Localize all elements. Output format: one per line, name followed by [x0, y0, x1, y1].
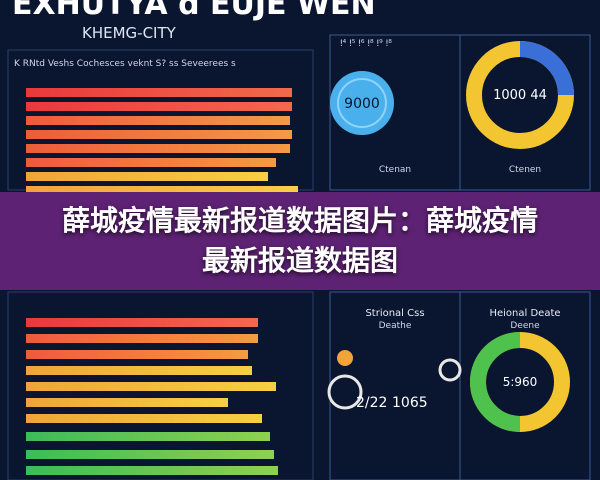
upper-bars — [26, 88, 298, 192]
lower-sub: Deathe — [379, 321, 412, 331]
donut-segment — [469, 332, 521, 432]
panel-heading: ǃ⁴ ǃ⁵ ǃ⁶ ǃ⁸ ǃ⁹ ǃ⁸ — [340, 39, 392, 49]
gauge-prefix: 2/22 — [356, 395, 387, 411]
donut-value: 1000 44 — [493, 88, 547, 103]
bubble-value: 9000 — [344, 96, 380, 112]
gauge-ring — [327, 374, 363, 410]
gauge-ring — [438, 358, 462, 382]
header-title: EXHUTYA d EUJE WEN — [12, 0, 376, 22]
bubble-ring — [337, 78, 387, 128]
lower-sub: Deene — [510, 321, 540, 331]
dot — [337, 350, 353, 366]
caption: Ctenan — [379, 165, 411, 175]
donut-segment — [519, 41, 574, 96]
lower-bars — [26, 318, 278, 475]
panel-frame — [7, 291, 314, 480]
gauge-value: 1065 — [392, 395, 428, 411]
banner-title: 薛城疫情最新报道数据图片：薛城疫情最新报道数据图 — [61, 204, 538, 277]
caption: Ctenen — [509, 165, 541, 175]
header-subtitle: KHEMG-CITY — [82, 24, 177, 42]
panel-heading: K RNtd Veshs Cochesces veknt S? ss Sevee… — [14, 59, 236, 69]
lower-heading: Heional Deate — [489, 308, 560, 319]
bubble — [330, 71, 394, 135]
banner: 薛城疫情最新报道数据图片：薛城疫情最新报道数据图 — [0, 192, 600, 290]
lower-heading: Strional Css — [365, 308, 424, 319]
donut-value: 5:960 — [503, 375, 538, 389]
